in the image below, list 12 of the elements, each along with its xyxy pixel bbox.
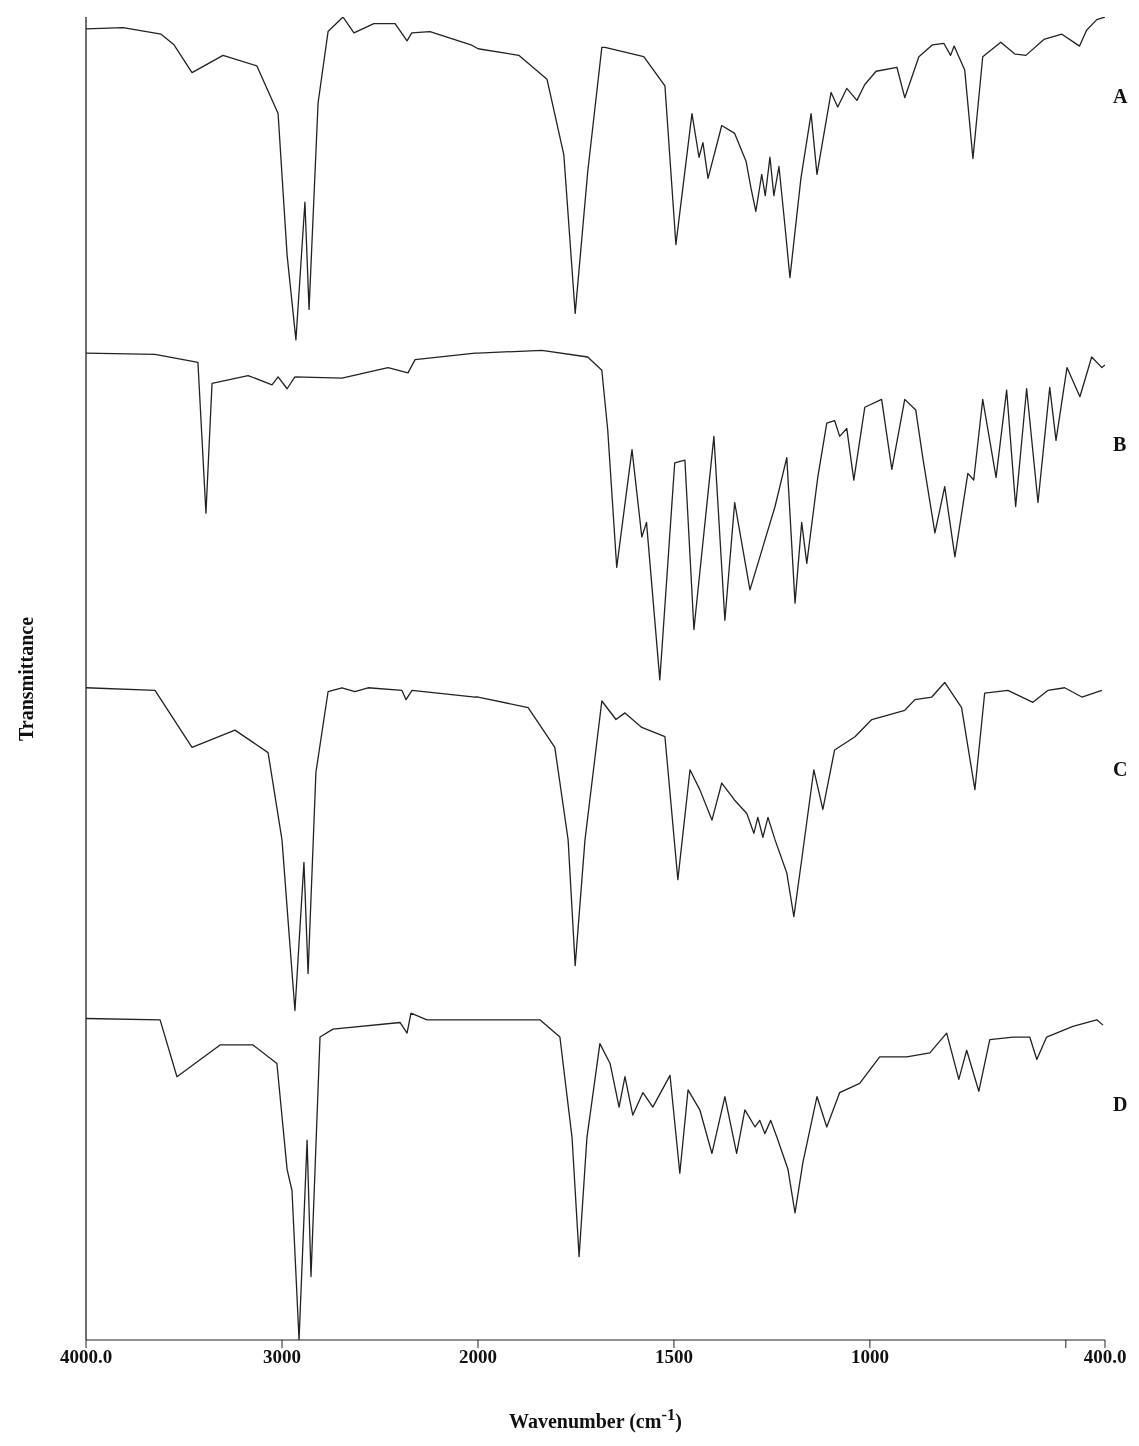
text: B	[1113, 432, 1127, 456]
text: C	[1113, 758, 1128, 782]
x-axis-title: Wavenumber (cm$^{-1}$)	[508, 1405, 683, 1433]
x-tick-label: 400.0	[1083, 1346, 1127, 1368]
x-tick-label: 1500	[654, 1346, 693, 1368]
x-tick-label: 2000	[459, 1346, 497, 1368]
x-tick-label: 1000	[850, 1346, 889, 1368]
x-tick-label: 4000.0	[59, 1346, 113, 1368]
y-axis-title: Transmittance	[14, 616, 38, 741]
text: D	[1113, 1093, 1128, 1117]
text: A	[1113, 85, 1128, 108]
x-tick-label: 3000	[263, 1346, 301, 1368]
